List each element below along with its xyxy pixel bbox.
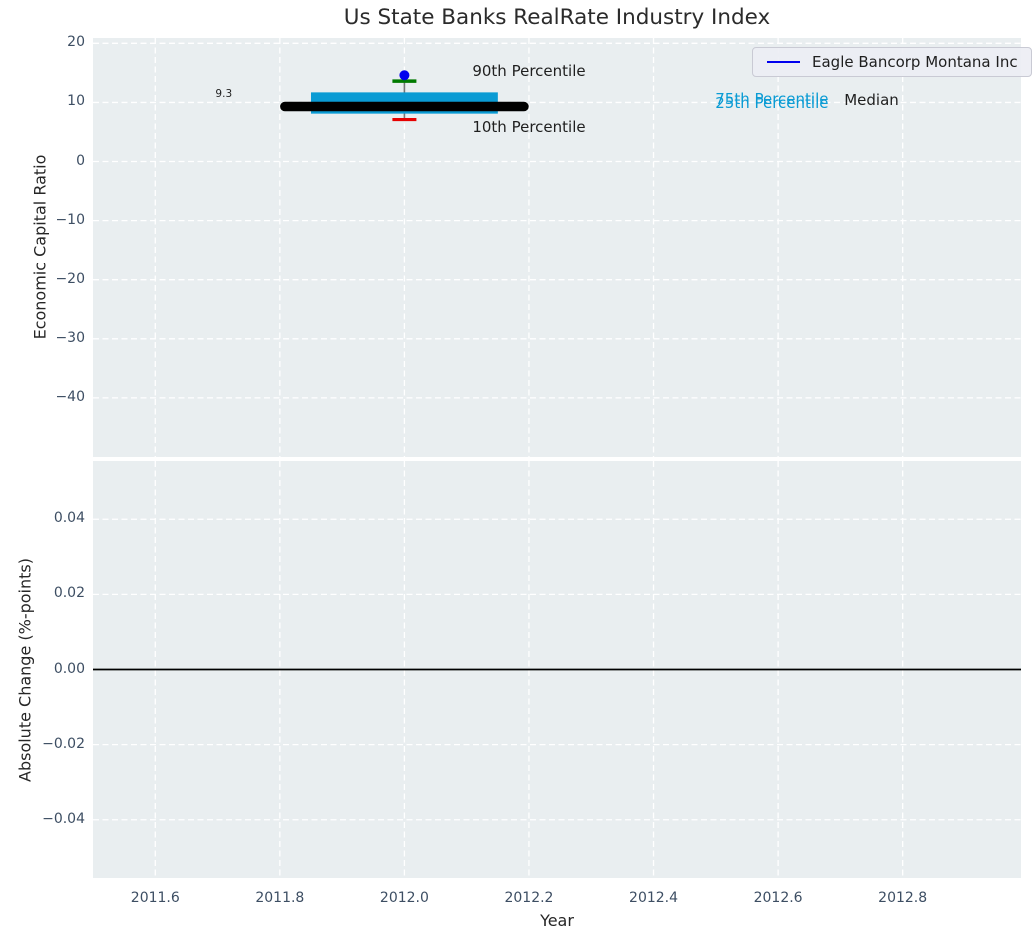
- top-plot-area: [93, 38, 1021, 457]
- y-tick-label: 0: [76, 152, 85, 169]
- y-tick-label: 0.04: [53, 510, 85, 527]
- y-tick-label: 0.00: [53, 660, 85, 677]
- y-tick-label: 20: [67, 34, 85, 51]
- x-tick-label: 2011.8: [255, 890, 305, 906]
- y-tick-label: 0.02: [53, 585, 85, 602]
- company-point: [399, 70, 410, 81]
- legend-line-swatch: [767, 61, 800, 63]
- x-tick-label: 2012.4: [629, 890, 679, 906]
- y-tick-label: 10: [67, 93, 85, 110]
- x-tick-label: 2011.6: [130, 890, 180, 906]
- legend-label: Eagle Bancorp Montana Inc: [812, 53, 1018, 71]
- y-tick-label: −40: [55, 388, 85, 405]
- top-plot-canvas: [93, 38, 1021, 457]
- bottom-plot-area: [93, 461, 1021, 878]
- x-tick-label: 2012.0: [379, 890, 429, 906]
- y-tick-label: −20: [55, 270, 85, 287]
- y-tick-label: −30: [55, 329, 85, 346]
- x-tick-label: 2012.2: [504, 890, 554, 906]
- y-tick-label: −0.02: [42, 735, 85, 752]
- y-tick-label: −10: [55, 211, 85, 228]
- annotation-median-label: Median: [844, 91, 899, 110]
- annotation-p25-label: 25th Percentile: [715, 93, 829, 112]
- x-tick-label: 2012.6: [753, 890, 803, 906]
- top-y-axis-label: Economic Capital Ratio: [30, 154, 50, 340]
- bottom-plot-canvas: [93, 461, 1021, 878]
- x-axis-label: Year: [540, 911, 574, 930]
- annotation-p90-label: 90th Percentile: [472, 61, 586, 80]
- annotation-p75-label: 75th Percentile: [715, 89, 829, 108]
- x-tick-label: 2012.8: [878, 890, 928, 906]
- y-tick-label: −0.04: [42, 810, 85, 827]
- annotation-p10-label: 10th Percentile: [472, 118, 586, 137]
- chart-title: Us State Banks RealRate Industry Index: [343, 5, 771, 30]
- legend: Eagle Bancorp Montana Inc: [752, 47, 1032, 77]
- annotation-median-value: 9.3: [215, 88, 233, 101]
